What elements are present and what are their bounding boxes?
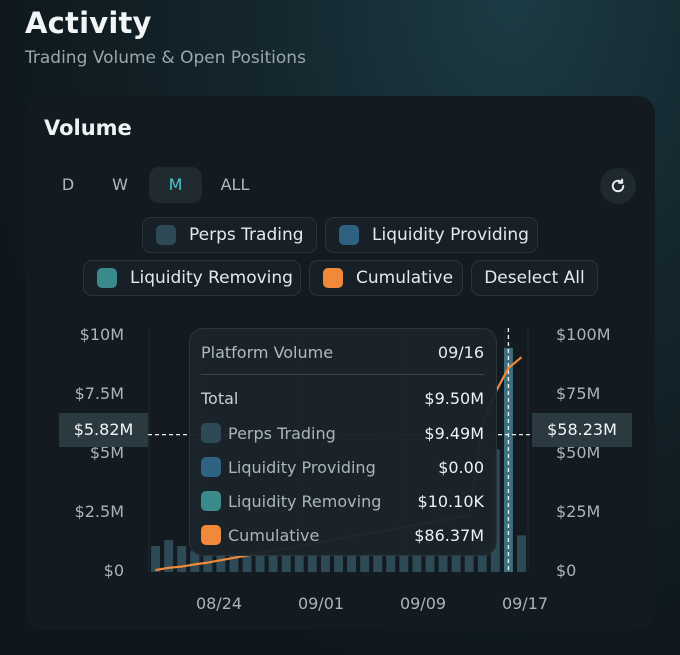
tooltip-row-label: Perps Trading [228,423,336,443]
perps-bar [438,555,448,572]
tooltip-row-value: $86.37M [414,525,484,545]
perps-bar [477,548,487,572]
left-axis-tick: $5M [89,443,124,462]
perps-bar [229,555,239,572]
x-axis-tick: 08/24 [195,594,243,613]
perps-bar [268,555,278,572]
x-axis-tick: 09/09 [399,594,447,613]
refresh-icon [611,178,625,193]
refresh-button[interactable] [600,168,636,204]
tooltip-row-label: Cumulative [228,525,320,545]
legend-label: Liquidity Removing [130,268,293,288]
perps-bar [334,555,343,572]
left-axis-tick: $2.5M [74,502,124,521]
legend-label: Cumulative [356,268,454,288]
perps-bar [242,555,252,572]
legend-cumulative[interactable]: Cumulative [309,260,463,296]
x-axis-tick: 09/17 [501,594,549,613]
tooltip-row-label: Liquidity Providing [228,457,376,477]
cumulative-swatch-icon [323,268,343,288]
left-axis-tick: $10M [79,325,124,344]
perps-bar [451,555,461,572]
legend-label: Perps Trading [189,225,304,245]
tooltip-row-removing: Liquidity Removing $10.10K [201,491,484,511]
tooltip-row-total: Total $9.50M [201,389,484,408]
tooltip-row-value: $9.50M [424,389,484,408]
perps-bar [216,555,226,572]
tooltip-row-cumulative: Cumulative $86.37M [201,525,484,545]
volume-card: Volume D W M ALL Perps Trading Liquidity… [25,96,655,630]
perps-bar [203,555,213,572]
perps-bar [373,555,383,572]
perps-swatch-icon [201,423,221,443]
cumulative-swatch-icon [201,525,221,545]
perps-bar [321,555,330,572]
providing-swatch-icon [201,457,221,477]
perps-bar [164,540,174,572]
removing-swatch-icon [201,491,221,511]
crosshair-right-value: $58.23M [532,413,632,447]
legend-liquidity-providing[interactable]: Liquidity Providing [325,217,538,253]
tooltip-row-perps: Perps Trading $9.49M [201,423,484,443]
tab-all[interactable]: ALL [220,175,250,194]
tab-month[interactable]: M [149,167,202,203]
perps-bar [190,550,200,572]
deselect-all-button[interactable]: Deselect All [471,260,598,296]
x-axis-tick: 09/01 [297,594,345,613]
tooltip-date: 09/16 [437,343,484,362]
legend-label: Liquidity Providing [372,225,529,245]
providing-swatch-icon [339,225,359,245]
perps-bar [504,347,513,572]
perps-bar [347,555,356,572]
right-axis-tick: $50M [556,443,601,462]
tooltip-row-value: $10.10K [417,491,484,511]
perps-bar [425,555,435,572]
perps-bar [464,555,474,572]
timeframe-tabs: D W M ALL [45,167,268,203]
page-subtitle: Trading Volume & Open Positions [25,48,306,68]
perps-bar [151,546,160,572]
perps-bar [294,555,304,572]
tab-day[interactable]: D [61,175,75,194]
chart-tooltip: Platform Volume 09/16 Total $9.50M Perps… [189,328,497,556]
tooltip-row-value: $0.00 [438,457,484,477]
perps-bar [177,546,187,572]
tooltip-row-label: Total [201,389,239,408]
right-axis-tick: $100M [556,325,611,344]
perps-bar [517,535,526,572]
perps-bar [255,555,265,572]
perps-bar [412,555,422,572]
tab-week[interactable]: W [112,175,128,194]
removing-swatch-icon [97,268,117,288]
page-title: Activity [25,6,152,40]
perps-bar [281,555,291,572]
crosshair-left-value: $5.82M [59,413,148,447]
right-axis-tick: $0 [556,561,577,580]
legend-perps-trading[interactable]: Perps Trading [142,217,317,253]
tooltip-divider [201,374,484,375]
perps-bar [399,555,409,572]
right-axis-tick: $25M [556,502,601,521]
card-title: Volume [44,116,132,140]
legend-liquidity-removing[interactable]: Liquidity Removing [83,260,301,296]
perps-swatch-icon [156,225,176,245]
right-axis-tick: $75M [556,384,601,403]
tooltip-title: Platform Volume [201,343,334,362]
deselect-all-label: Deselect All [484,268,585,288]
tooltip-row-providing: Liquidity Providing $0.00 [201,457,484,477]
perps-bar [386,555,396,572]
perps-bar [307,555,317,572]
left-axis-tick: $0 [103,561,124,580]
tooltip-row-value: $9.49M [424,423,484,443]
perps-bar [360,555,370,572]
left-axis-tick: $7.5M [74,384,124,403]
tooltip-row-label: Liquidity Removing [228,491,382,511]
